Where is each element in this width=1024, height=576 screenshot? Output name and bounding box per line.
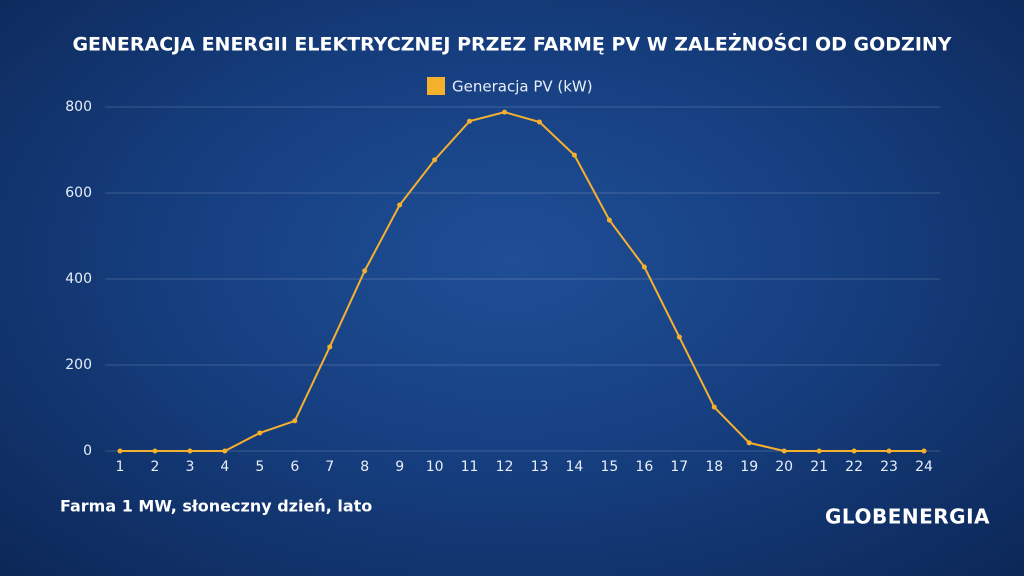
x-tick-label: 8 [360, 459, 369, 475]
data-point [362, 268, 368, 274]
logo: GLOBENERGIA [825, 505, 990, 529]
x-tick-label: 11 [461, 459, 479, 475]
data-point [746, 440, 752, 446]
data-point [711, 404, 717, 410]
data-point [816, 448, 822, 454]
data-point [257, 430, 263, 436]
data-point [571, 152, 577, 158]
x-tick-label: 2 [150, 459, 159, 475]
data-point [536, 119, 542, 125]
data-point [921, 448, 927, 454]
x-tick-label: 1 [116, 459, 125, 475]
x-tick-label: 23 [880, 459, 898, 475]
data-point [641, 264, 647, 270]
data-point [851, 448, 857, 454]
y-tick-label: 600 [65, 185, 92, 201]
x-tick-label: 6 [290, 459, 299, 475]
y-tick-label: 200 [65, 357, 92, 373]
data-point [432, 157, 438, 163]
x-tick-label: 10 [426, 459, 444, 475]
data-point [292, 418, 298, 424]
x-tick-label: 15 [600, 459, 618, 475]
y-tick-label: 400 [65, 271, 92, 287]
x-tick-label: 4 [220, 459, 229, 475]
data-point [117, 448, 123, 454]
legend-swatch [427, 77, 445, 95]
x-tick-label: 7 [325, 459, 334, 475]
data-point [397, 202, 403, 208]
x-tick-label: 16 [635, 459, 653, 475]
series-line [120, 111, 924, 452]
x-tick-label: 12 [496, 459, 514, 475]
x-tick-label: 9 [395, 459, 404, 475]
data-point [327, 344, 333, 350]
data-point [222, 448, 228, 454]
data-point [467, 118, 473, 124]
x-tick-label: 17 [670, 459, 688, 475]
data-point [187, 448, 193, 454]
data-point [886, 448, 892, 454]
y-tick-label: 800 [65, 99, 92, 115]
x-tick-label: 5 [255, 459, 264, 475]
data-point [781, 448, 787, 454]
x-tick-label: 24 [915, 459, 933, 475]
x-tick-label: 14 [566, 459, 584, 475]
data-point [152, 448, 158, 454]
x-tick-label: 22 [845, 459, 863, 475]
data-point [676, 334, 682, 340]
x-tick-label: 20 [775, 459, 793, 475]
x-tick-label: 18 [705, 459, 723, 475]
x-tick-label: 19 [740, 459, 758, 475]
data-point [606, 217, 612, 223]
annotation: Farma 1 MW, słoneczny dzień, lato [60, 497, 372, 516]
data-point [502, 109, 508, 115]
x-tick-label: 21 [810, 459, 828, 475]
y-tick-label: 0 [83, 443, 92, 459]
chart-title: GENERACJA ENERGII ELEKTRYCZNEJ PRZEZ FAR… [72, 32, 951, 56]
legend-label: Generacja PV (kW) [452, 78, 593, 96]
x-tick-label: 3 [185, 459, 194, 475]
x-tick-label: 13 [531, 459, 549, 475]
